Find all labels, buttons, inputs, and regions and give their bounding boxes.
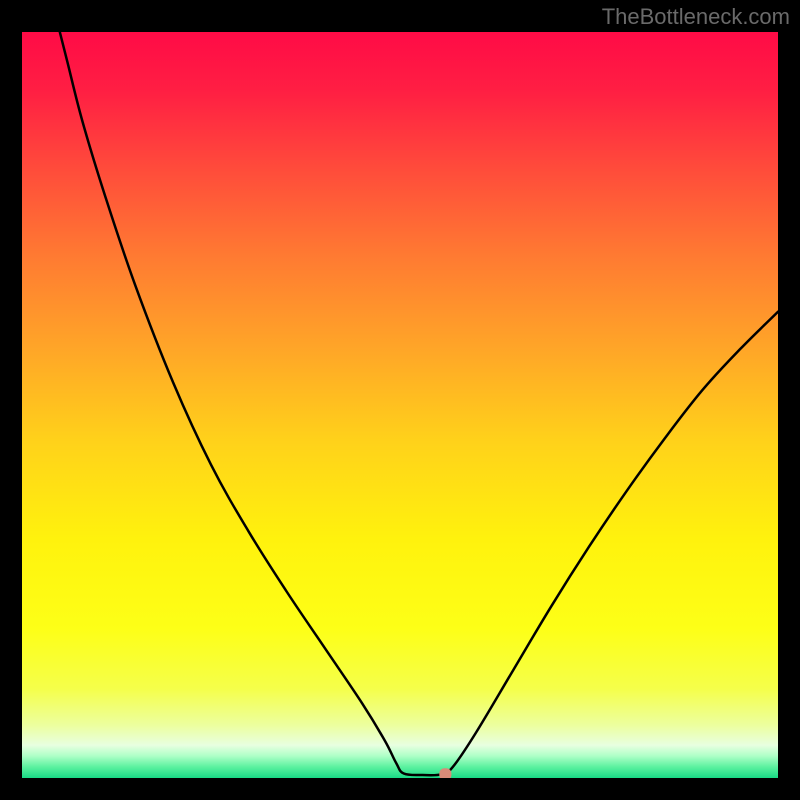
watermark-text: TheBottleneck.com (602, 4, 790, 30)
chart-container: { "watermark": { "text": "TheBottleneck.… (0, 0, 800, 800)
gradient-background (22, 32, 778, 778)
plot-area (22, 32, 778, 778)
